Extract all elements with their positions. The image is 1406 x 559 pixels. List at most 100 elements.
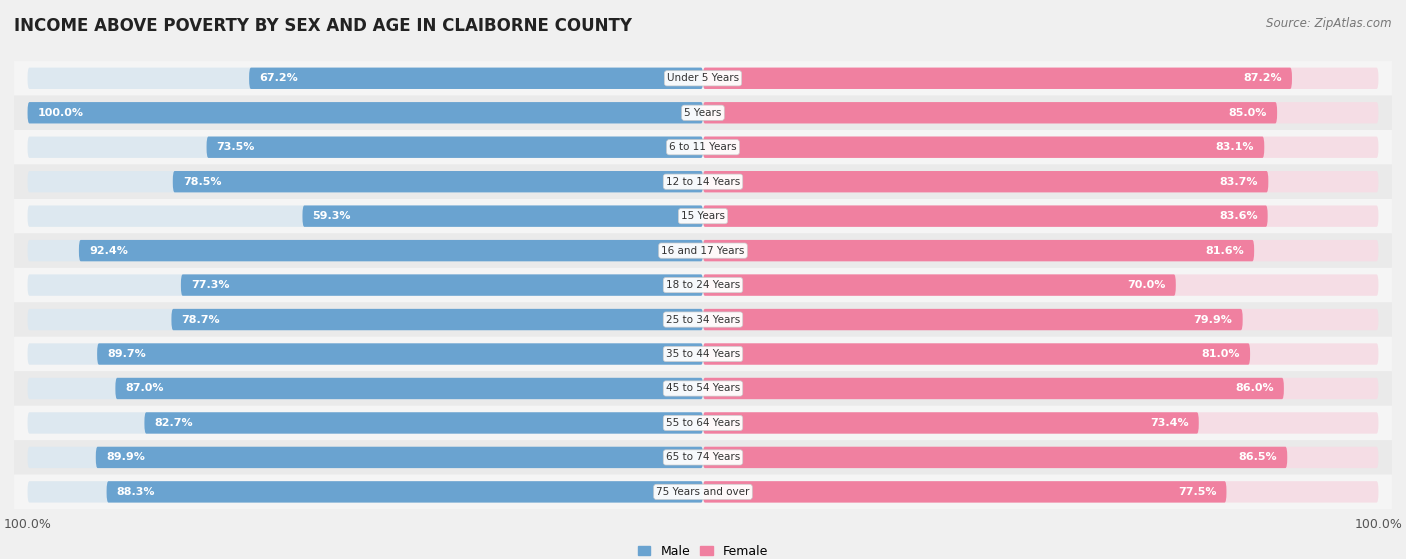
FancyBboxPatch shape <box>14 406 1392 440</box>
Text: 77.5%: 77.5% <box>1178 487 1216 497</box>
FancyBboxPatch shape <box>115 378 703 399</box>
FancyBboxPatch shape <box>28 240 703 261</box>
FancyBboxPatch shape <box>703 68 1292 89</box>
FancyBboxPatch shape <box>703 481 1226 503</box>
Text: 82.7%: 82.7% <box>155 418 193 428</box>
FancyBboxPatch shape <box>703 274 1378 296</box>
FancyBboxPatch shape <box>28 206 703 227</box>
Text: 73.5%: 73.5% <box>217 142 254 152</box>
FancyBboxPatch shape <box>302 206 703 227</box>
FancyBboxPatch shape <box>28 413 703 434</box>
Text: 77.3%: 77.3% <box>191 280 229 290</box>
Text: 35 to 44 Years: 35 to 44 Years <box>666 349 740 359</box>
Text: INCOME ABOVE POVERTY BY SEX AND AGE IN CLAIBORNE COUNTY: INCOME ABOVE POVERTY BY SEX AND AGE IN C… <box>14 17 633 35</box>
FancyBboxPatch shape <box>703 447 1288 468</box>
FancyBboxPatch shape <box>703 274 1175 296</box>
FancyBboxPatch shape <box>703 413 1378 434</box>
FancyBboxPatch shape <box>703 171 1268 192</box>
Text: Source: ZipAtlas.com: Source: ZipAtlas.com <box>1267 17 1392 30</box>
FancyBboxPatch shape <box>28 274 703 296</box>
FancyBboxPatch shape <box>96 447 703 468</box>
Text: 5 Years: 5 Years <box>685 108 721 118</box>
FancyBboxPatch shape <box>28 102 703 124</box>
FancyBboxPatch shape <box>14 164 1392 199</box>
FancyBboxPatch shape <box>28 309 703 330</box>
FancyBboxPatch shape <box>703 136 1378 158</box>
Text: 16 and 17 Years: 16 and 17 Years <box>661 245 745 255</box>
Text: 88.3%: 88.3% <box>117 487 155 497</box>
Text: 55 to 64 Years: 55 to 64 Years <box>666 418 740 428</box>
FancyBboxPatch shape <box>703 413 1199 434</box>
Text: 6 to 11 Years: 6 to 11 Years <box>669 142 737 152</box>
Text: 78.5%: 78.5% <box>183 177 221 187</box>
FancyBboxPatch shape <box>14 268 1392 302</box>
Text: Under 5 Years: Under 5 Years <box>666 73 740 83</box>
FancyBboxPatch shape <box>172 309 703 330</box>
FancyBboxPatch shape <box>703 102 1378 124</box>
Text: 73.4%: 73.4% <box>1150 418 1188 428</box>
Text: 83.6%: 83.6% <box>1219 211 1257 221</box>
Text: 100.0%: 100.0% <box>38 108 84 118</box>
Text: 79.9%: 79.9% <box>1194 315 1233 325</box>
Text: 85.0%: 85.0% <box>1229 108 1267 118</box>
FancyBboxPatch shape <box>79 240 703 261</box>
FancyBboxPatch shape <box>703 240 1378 261</box>
FancyBboxPatch shape <box>145 413 703 434</box>
Text: 15 Years: 15 Years <box>681 211 725 221</box>
FancyBboxPatch shape <box>207 136 703 158</box>
FancyBboxPatch shape <box>703 343 1250 364</box>
FancyBboxPatch shape <box>703 171 1378 192</box>
FancyBboxPatch shape <box>107 481 703 503</box>
FancyBboxPatch shape <box>703 206 1378 227</box>
Text: 75 Years and over: 75 Years and over <box>657 487 749 497</box>
FancyBboxPatch shape <box>14 96 1392 130</box>
FancyBboxPatch shape <box>28 343 703 364</box>
Text: 67.2%: 67.2% <box>259 73 298 83</box>
FancyBboxPatch shape <box>14 337 1392 371</box>
FancyBboxPatch shape <box>28 481 703 503</box>
FancyBboxPatch shape <box>703 206 1268 227</box>
FancyBboxPatch shape <box>703 481 1378 503</box>
FancyBboxPatch shape <box>14 234 1392 268</box>
Text: 25 to 34 Years: 25 to 34 Years <box>666 315 740 325</box>
FancyBboxPatch shape <box>703 309 1378 330</box>
FancyBboxPatch shape <box>703 136 1264 158</box>
Text: 78.7%: 78.7% <box>181 315 221 325</box>
FancyBboxPatch shape <box>703 447 1378 468</box>
FancyBboxPatch shape <box>28 136 703 158</box>
Text: 92.4%: 92.4% <box>89 245 128 255</box>
Text: 83.7%: 83.7% <box>1219 177 1258 187</box>
Text: 45 to 54 Years: 45 to 54 Years <box>666 383 740 394</box>
FancyBboxPatch shape <box>249 68 703 89</box>
FancyBboxPatch shape <box>28 378 703 399</box>
FancyBboxPatch shape <box>14 440 1392 475</box>
FancyBboxPatch shape <box>97 343 703 364</box>
Text: 65 to 74 Years: 65 to 74 Years <box>666 452 740 462</box>
FancyBboxPatch shape <box>14 130 1392 164</box>
Text: 59.3%: 59.3% <box>312 211 352 221</box>
FancyBboxPatch shape <box>703 68 1378 89</box>
FancyBboxPatch shape <box>703 378 1284 399</box>
FancyBboxPatch shape <box>14 371 1392 406</box>
Text: 89.7%: 89.7% <box>107 349 146 359</box>
Text: 81.0%: 81.0% <box>1202 349 1240 359</box>
Text: 86.0%: 86.0% <box>1234 383 1274 394</box>
FancyBboxPatch shape <box>28 171 703 192</box>
FancyBboxPatch shape <box>28 102 703 124</box>
FancyBboxPatch shape <box>703 378 1378 399</box>
FancyBboxPatch shape <box>14 61 1392 96</box>
FancyBboxPatch shape <box>14 199 1392 234</box>
FancyBboxPatch shape <box>703 343 1378 364</box>
Text: 83.1%: 83.1% <box>1216 142 1254 152</box>
FancyBboxPatch shape <box>181 274 703 296</box>
FancyBboxPatch shape <box>703 102 1277 124</box>
FancyBboxPatch shape <box>14 302 1392 337</box>
Text: 87.2%: 87.2% <box>1243 73 1282 83</box>
FancyBboxPatch shape <box>703 240 1254 261</box>
Text: 81.6%: 81.6% <box>1205 245 1244 255</box>
Text: 12 to 14 Years: 12 to 14 Years <box>666 177 740 187</box>
FancyBboxPatch shape <box>703 309 1243 330</box>
FancyBboxPatch shape <box>173 171 703 192</box>
FancyBboxPatch shape <box>14 475 1392 509</box>
Text: 87.0%: 87.0% <box>125 383 165 394</box>
